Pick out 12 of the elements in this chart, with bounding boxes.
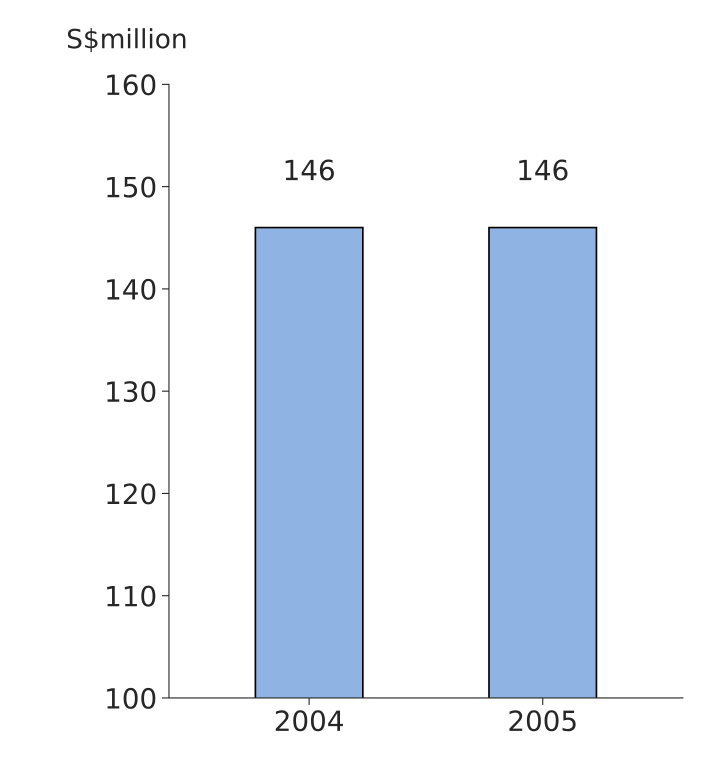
y-tick-label: 130 (107, 381, 156, 402)
y-tick-label: 100 (107, 688, 156, 709)
y-tick-label: 110 (107, 586, 156, 607)
y-tick-label: 160 (107, 74, 156, 96)
x-tick-label: 2005 (509, 710, 576, 732)
data-label: 146 (519, 159, 568, 180)
data-label: 146 (286, 159, 334, 180)
y-tick-label: 140 (107, 278, 156, 300)
y-tick-label: 120 (107, 483, 156, 504)
x-tick-label: 2004 (276, 710, 343, 732)
y-axis-title: S$million (68, 28, 186, 52)
y-tick-label: 150 (107, 176, 156, 198)
